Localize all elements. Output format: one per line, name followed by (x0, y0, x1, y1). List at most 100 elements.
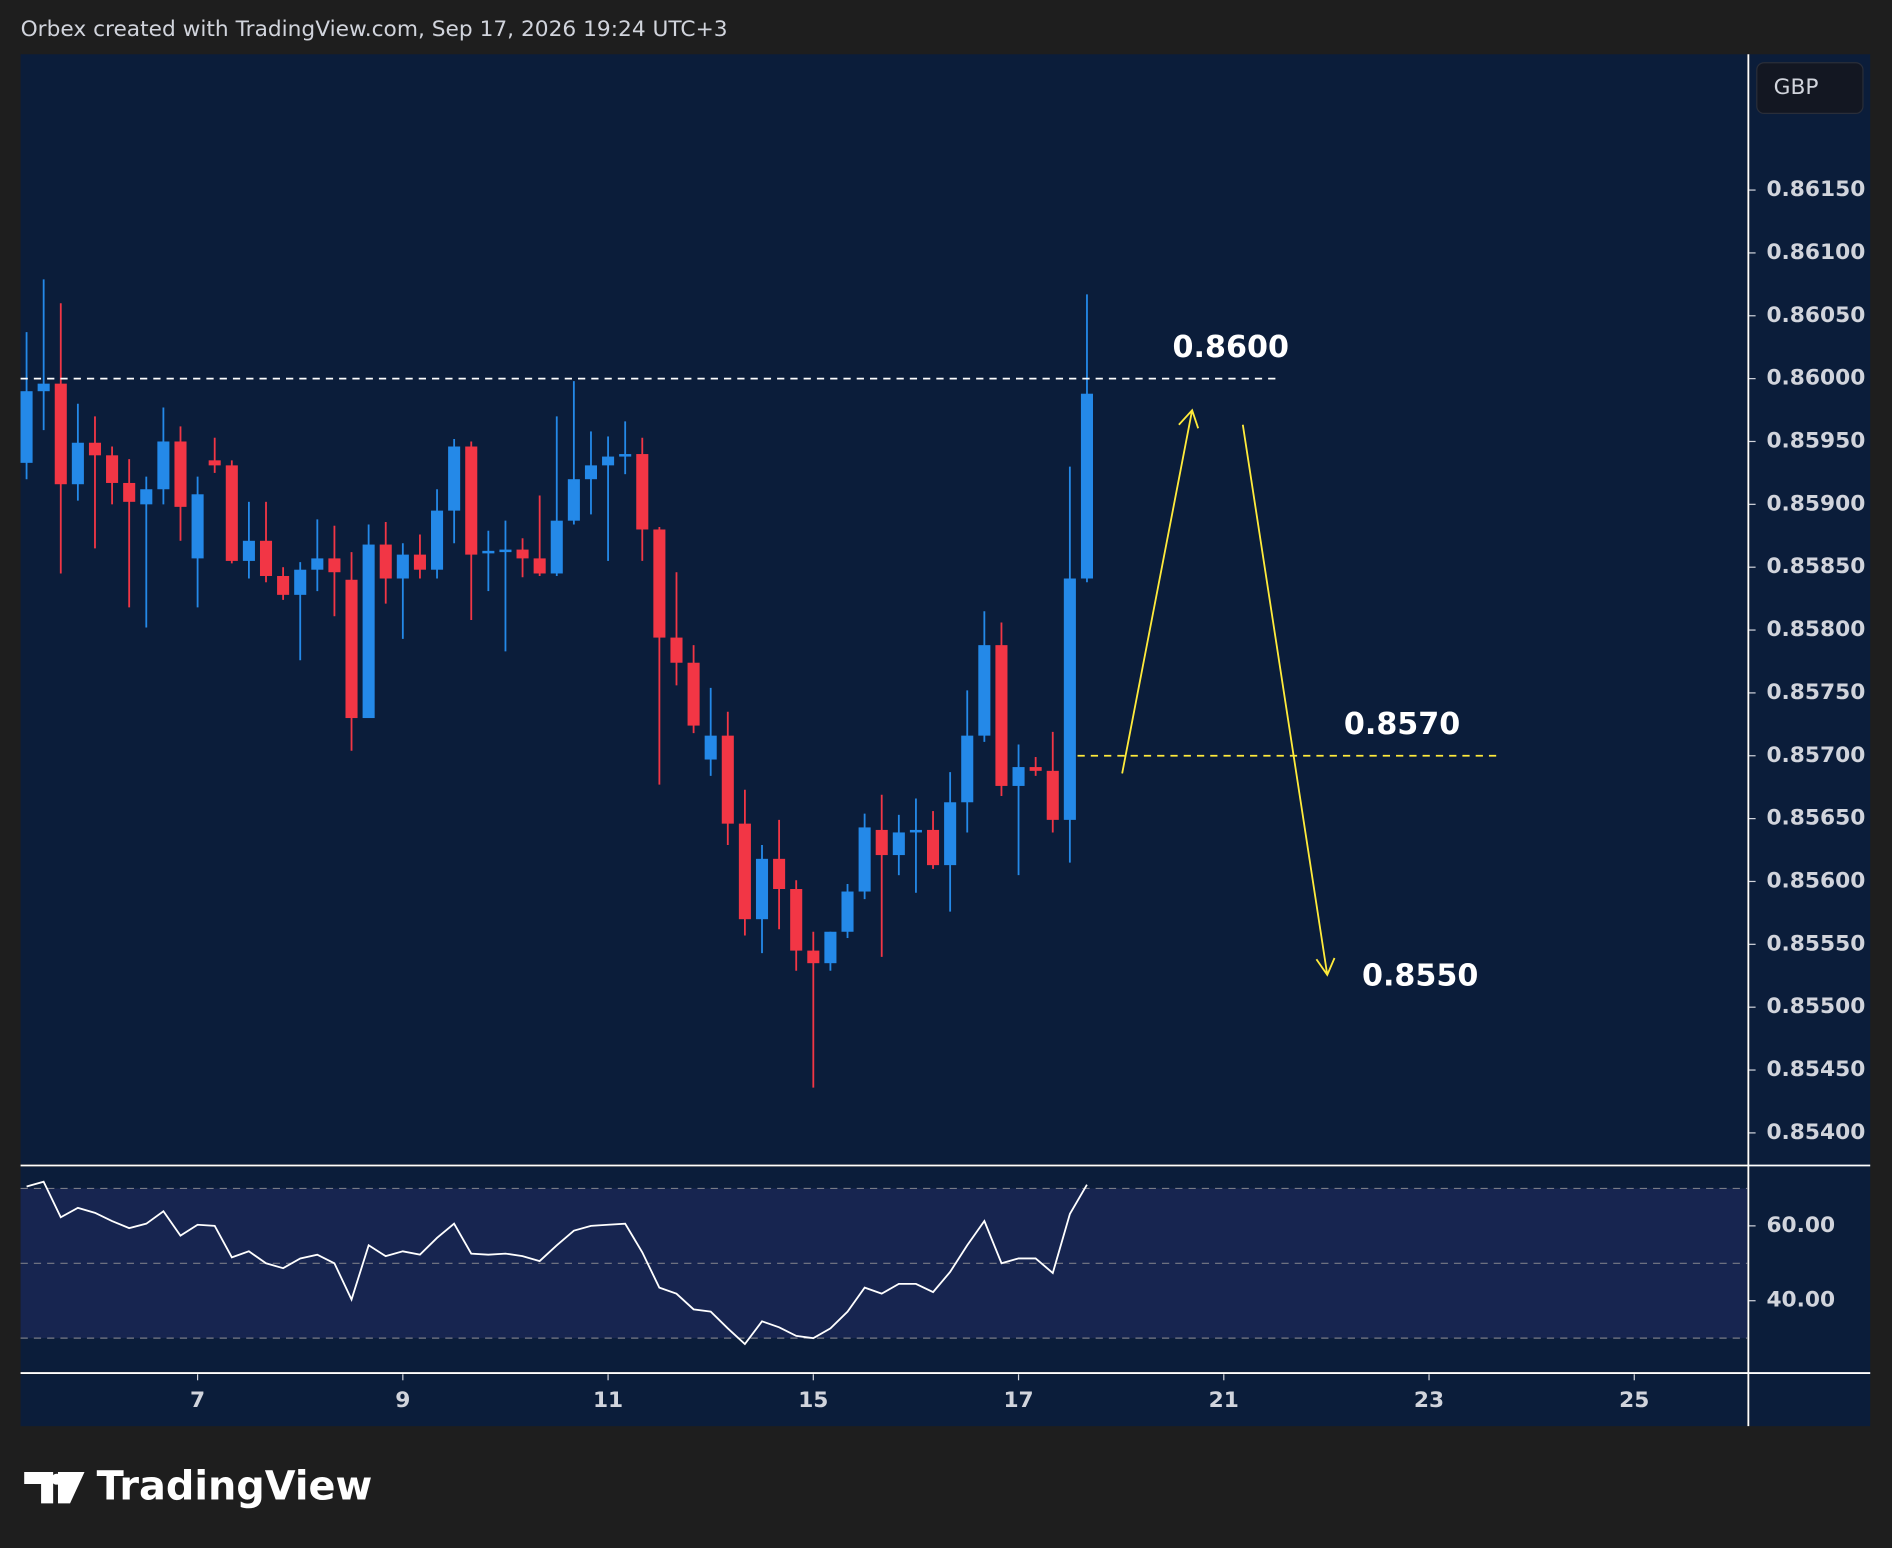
candle-body (978, 645, 991, 736)
candle-body (790, 889, 803, 951)
candle-body (516, 549, 529, 559)
price-axis (1749, 54, 1871, 1427)
x-tick-label: 11 (593, 1388, 623, 1413)
y-tick-label: 0.86100 (1766, 240, 1865, 265)
candle-body (259, 540, 273, 576)
candle-body (653, 529, 666, 638)
candle-body (636, 454, 649, 530)
y-tick-label: 0.85500 (1766, 994, 1865, 1019)
x-tick-label: 17 (1003, 1388, 1033, 1413)
candle-body (670, 637, 683, 663)
candle-body (619, 454, 632, 457)
candle-body (379, 544, 392, 579)
x-tick-label: 9 (395, 1388, 410, 1413)
candle-body (88, 442, 102, 456)
candle-body (157, 441, 170, 490)
x-tick-label: 21 (1209, 1388, 1239, 1413)
y-tick-label: 40.00 (1766, 1288, 1835, 1313)
candle-body (345, 579, 358, 719)
y-tick-label: 0.86000 (1766, 366, 1865, 391)
candle-body (602, 456, 615, 466)
arrow-up (1121, 408, 1200, 774)
y-tick-label: 0.85950 (1766, 428, 1865, 453)
candle-body (465, 446, 478, 555)
candle-body (875, 829, 888, 856)
currency: GBP (1774, 75, 1819, 100)
level-label: 0.8570 (1344, 707, 1460, 742)
x-tick-label: 7 (190, 1388, 205, 1413)
y-tick-label: 0.85900 (1766, 491, 1865, 516)
header: Orbex created with TradingView.com, Sep … (21, 17, 728, 42)
candle-body (773, 858, 786, 890)
currency-box[interactable] (1756, 62, 1864, 115)
candle-body (174, 441, 187, 507)
arrow-down (1241, 424, 1336, 977)
y-tick-label: 60.00 (1766, 1213, 1835, 1238)
candle-body (550, 520, 563, 574)
candle-body (448, 446, 461, 511)
logo-icon (24, 1471, 85, 1504)
logo-text: TradingView (97, 1463, 373, 1509)
candle-body (242, 540, 255, 561)
candle-body (1012, 767, 1025, 786)
candle-body (567, 479, 580, 521)
candle-body (396, 554, 409, 579)
candle-body (294, 569, 307, 595)
candle-body (533, 558, 546, 574)
candle-body (704, 735, 717, 760)
y-tick-label: 0.85550 (1766, 931, 1865, 956)
y-tick-label: 0.85400 (1766, 1120, 1865, 1145)
logo-icon-dot (51, 1473, 63, 1485)
y-tick-label: 0.85750 (1766, 680, 1865, 705)
y-tick-label: 0.86150 (1766, 177, 1865, 202)
candle-body (687, 662, 700, 726)
candle-body (738, 823, 751, 920)
candle-body (277, 575, 290, 595)
level-label: 0.8600 (1173, 330, 1289, 365)
y-tick-label: 0.85650 (1766, 806, 1865, 831)
forecast-arrows (1121, 408, 1336, 977)
y-tick-label: 0.85800 (1766, 617, 1865, 642)
candle-body (755, 858, 769, 920)
candle-body (106, 455, 119, 483)
y-tick-label: 0.85600 (1766, 868, 1865, 893)
candle-body (20, 391, 33, 463)
candle-body (71, 442, 84, 485)
y-tick-label: 0.85700 (1766, 743, 1865, 768)
candle-body (225, 465, 238, 561)
logo: TradingView (24, 1463, 372, 1509)
candle-body (482, 550, 495, 554)
plot: 0.8600 0.8570 0.8550 0.85400 0.85450 0.85500 0… (20, 177, 1865, 1413)
y-tick-label: 0.85450 (1766, 1057, 1865, 1082)
candle-body (892, 832, 905, 856)
price-pane (20, 54, 1748, 1165)
candle-body (54, 383, 67, 485)
y-tick-label: 0.85850 (1766, 554, 1865, 579)
candle-body (995, 645, 1008, 786)
candle-body (1063, 578, 1076, 820)
candle-body (1029, 767, 1042, 771)
candle-body (909, 829, 922, 833)
candle-body (431, 510, 444, 570)
candle-body (807, 950, 820, 964)
candle-body (841, 891, 854, 932)
rsi-line (26, 1180, 1088, 1346)
candle-body (824, 931, 837, 964)
candle-body (37, 383, 50, 392)
candle-body (858, 827, 871, 892)
candle-body (328, 558, 341, 573)
candle-body (311, 558, 324, 570)
candle-body (1080, 393, 1093, 579)
candle-body (961, 735, 974, 803)
time-axis (20, 1374, 1748, 1427)
candle-body (413, 554, 426, 570)
level-label: 0.8550 (1362, 959, 1478, 994)
candle-body (721, 735, 734, 824)
y-tick-label: 0.86050 (1766, 303, 1865, 328)
x-tick-label: 25 (1619, 1388, 1649, 1413)
candle-body (584, 465, 598, 480)
candle-body (927, 829, 940, 866)
candle-body (140, 489, 153, 505)
candle-body (191, 494, 204, 559)
